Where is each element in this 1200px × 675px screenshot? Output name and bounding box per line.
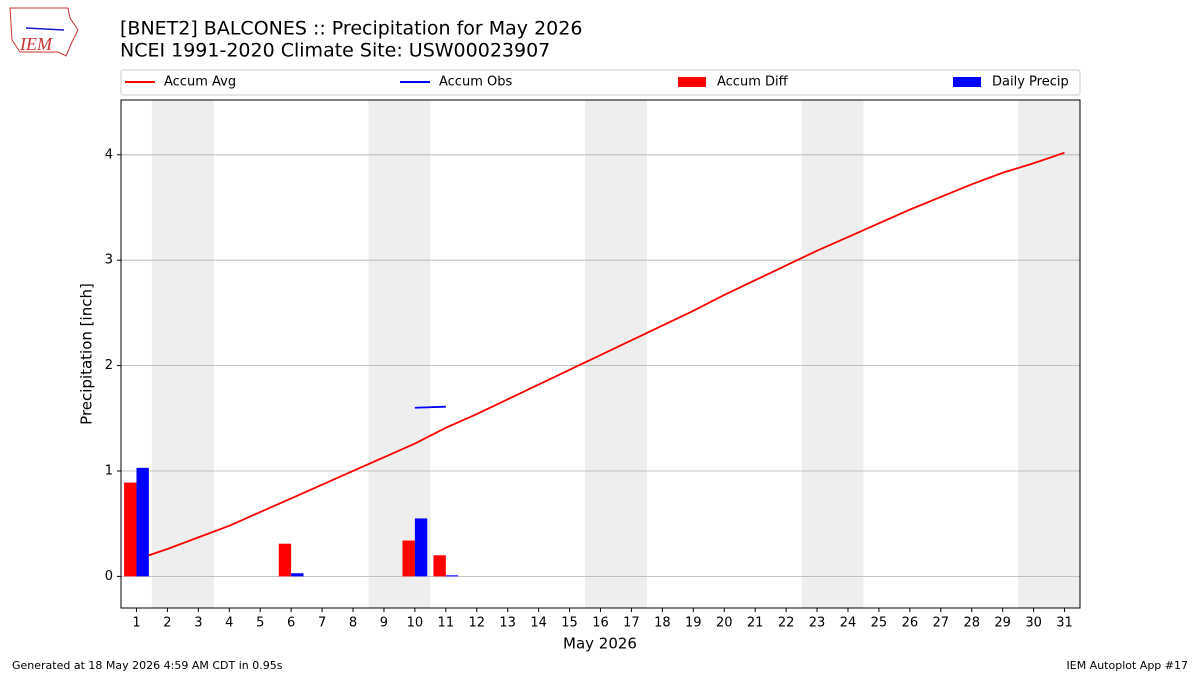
footer-right: IEM Autoplot App #17 — [1067, 659, 1189, 672]
weekend-shade — [1018, 100, 1080, 608]
x-tick-label: 14 — [530, 616, 547, 631]
x-tick-label: 20 — [716, 616, 733, 631]
x-tick-label: 22 — [778, 616, 795, 631]
bar — [445, 575, 459, 577]
bar — [402, 540, 415, 577]
x-tick-label: 21 — [747, 616, 764, 631]
legend-label: Accum Obs — [439, 75, 512, 90]
x-tick-label: 2 — [163, 616, 171, 631]
chart-subtitle: NCEI 1991-2020 Climate Site: USW00023907 — [120, 40, 550, 62]
y-tick-label: 1 — [105, 463, 113, 478]
x-tick-label: 9 — [380, 616, 388, 631]
plot-area — [121, 100, 1080, 608]
x-tick-label: 31 — [1056, 616, 1073, 631]
legend-swatch — [678, 77, 706, 87]
x-tick-label: 5 — [256, 616, 264, 631]
logo-text: IEM — [19, 34, 53, 54]
x-tick-label: 10 — [407, 616, 424, 631]
legend-box — [120, 69, 1081, 96]
x-tick-label: 7 — [318, 616, 326, 631]
plot-frame — [120, 99, 1081, 609]
x-tick-label: 25 — [871, 616, 888, 631]
x-axis-label: May 2026 — [563, 635, 637, 653]
x-tick-label: 11 — [438, 616, 455, 631]
x-tick-label: 26 — [902, 616, 919, 631]
y-tick-label: 4 — [105, 147, 113, 162]
x-tick-label: 27 — [933, 616, 950, 631]
legend-label: Daily Precip — [992, 75, 1069, 90]
x-tick-label: 16 — [592, 616, 609, 631]
x-tick-label: 17 — [623, 616, 640, 631]
logo: IEM — [9, 7, 79, 57]
x-tick-label: 18 — [654, 616, 671, 631]
x-tick-label: 28 — [963, 616, 980, 631]
x-tick-label: 30 — [1025, 616, 1042, 631]
x-tick-label: 29 — [994, 616, 1011, 631]
weekend-shade — [585, 100, 647, 608]
weekend-shade — [801, 100, 864, 608]
x-tick-label: 24 — [840, 616, 857, 631]
footer-left: Generated at 18 May 2026 4:59 AM CDT in … — [12, 659, 283, 672]
y-axis-label: Precipitation [inch] — [78, 283, 96, 425]
x-tick-label: 19 — [685, 616, 702, 631]
bar — [414, 518, 428, 577]
x-tick-label: 3 — [194, 616, 202, 631]
bar — [291, 573, 304, 577]
x-tick-label: 8 — [349, 616, 357, 631]
y-tick-label: 0 — [105, 569, 113, 584]
logo-outline — [9, 7, 79, 57]
line — [136, 151, 1065, 561]
x-tick-label: 1 — [132, 616, 140, 631]
weekend-shade — [151, 100, 214, 608]
x-tick-label: 12 — [468, 616, 485, 631]
chart-title: [BNET2] BALCONES :: Precipitation for Ma… — [120, 18, 582, 40]
logo-line — [25, 27, 65, 31]
legend-label: Accum Diff — [717, 75, 789, 90]
legend-swatch — [953, 77, 981, 87]
bar — [124, 482, 137, 577]
bar — [433, 555, 446, 577]
x-tick-label: 6 — [287, 616, 295, 631]
bar — [136, 467, 149, 577]
x-tick-label: 4 — [225, 616, 233, 631]
x-tick-label: 23 — [809, 616, 826, 631]
y-tick-label: 3 — [105, 253, 113, 268]
x-tick-label: 15 — [561, 616, 578, 631]
x-tick-label: 13 — [499, 616, 516, 631]
line — [414, 405, 446, 409]
y-tick-label: 2 — [105, 358, 113, 373]
legend-label: Accum Avg — [164, 75, 236, 90]
bar — [278, 543, 292, 577]
